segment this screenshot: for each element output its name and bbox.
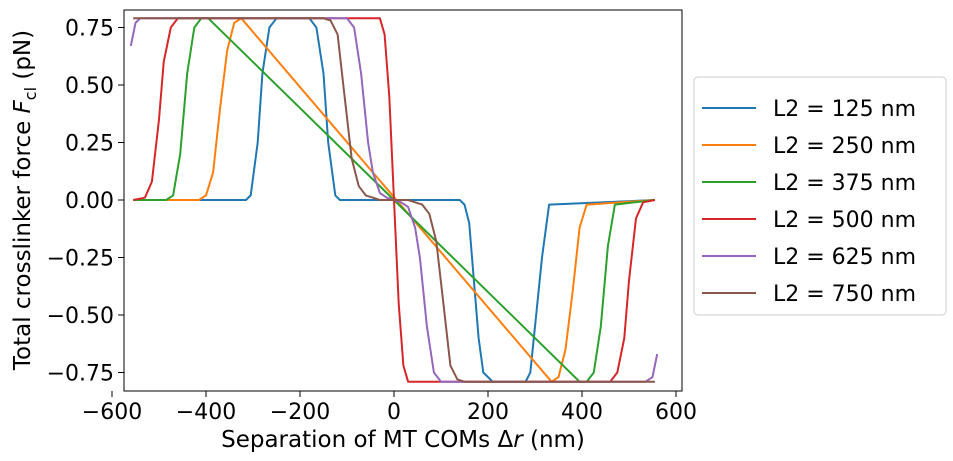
legend-label-3: L2 = 375 nm [773, 171, 916, 196]
y-tick-label: −0.50 [47, 304, 114, 329]
legend-label-5: L2 = 625 nm [773, 245, 916, 270]
y-tick-label: −0.75 [47, 362, 114, 387]
plot-area: −600 −400 −200 0 200 400 600 0.75 0.50 0.25 0.00 −… [47, 9, 697, 425]
x-tick-label: 400 [561, 400, 603, 425]
x-tick-label: −200 [270, 400, 330, 425]
y-tick-label: 0.00 [65, 189, 114, 214]
y-tick-label: 0.50 [65, 74, 114, 99]
x-tick-label: 200 [467, 400, 509, 425]
legend-label-2: L2 = 250 nm [773, 134, 916, 159]
x-tick-label: 0 [387, 400, 401, 425]
y-axis-ticks: 0.75 0.50 0.25 0.00 −0.25 −0.50 −0.75 [47, 17, 124, 387]
y-tick-label: 0.25 [65, 132, 114, 157]
legend-label-6: L2 = 750 nm [773, 282, 916, 307]
x-tick-label: −400 [176, 400, 236, 425]
legend: L2 = 125 nm L2 = 250 nm L2 = 375 nm L2 = 50… [693, 76, 947, 316]
x-axis-ticks: −600 −400 −200 0 200 400 600 [82, 391, 697, 425]
series-layer [129, 17, 659, 383]
y-tick-label: 0.75 [65, 17, 114, 42]
y-axis-label: Total crosslinker force Fcl (pN) [10, 30, 40, 371]
x-axis-label: Separation of MT COMs Δr (nm) [221, 427, 585, 453]
series-line-6 [133, 17, 655, 383]
legend-items: L2 = 125 nm L2 = 250 nm L2 = 375 nm L2 = 50… [702, 97, 916, 307]
y-tick-label: −0.25 [47, 247, 114, 272]
x-tick-label: 600 [655, 400, 697, 425]
x-tick-label: −600 [82, 400, 142, 425]
legend-box [693, 76, 947, 316]
legend-label-1: L2 = 125 nm [773, 97, 916, 122]
legend-label-4: L2 = 500 nm [773, 208, 916, 233]
